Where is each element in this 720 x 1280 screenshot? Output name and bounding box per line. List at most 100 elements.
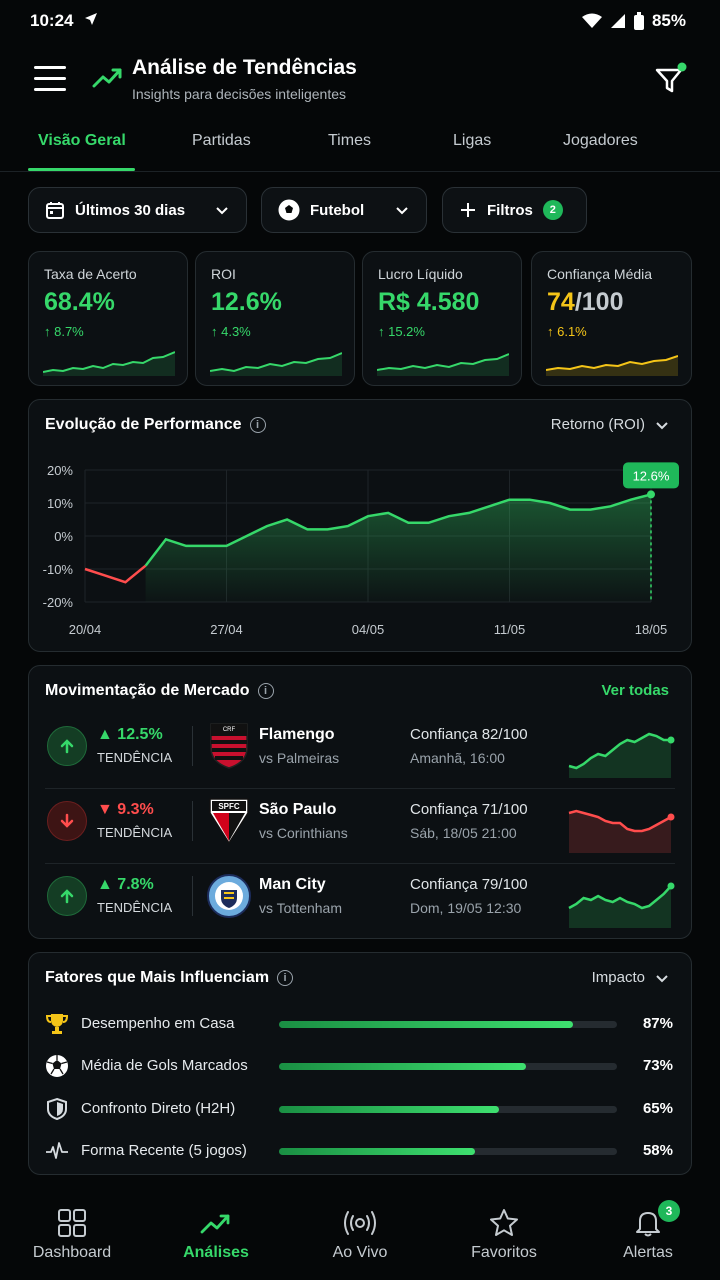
kpi-delta: ↑ 6.1% (547, 324, 587, 339)
info-icon[interactable]: i (249, 417, 266, 433)
shield-icon (47, 1097, 67, 1121)
status-time: 10:24 (30, 11, 74, 30)
kpi-delta: ↑ 4.3% (211, 324, 251, 339)
nav-ao-vivo[interactable]: Ao Vivo (300, 1190, 420, 1262)
info-icon[interactable]: i (257, 683, 274, 699)
kpi-value: 12.6% (211, 288, 282, 316)
nav-dashboard[interactable]: Dashboard (12, 1190, 132, 1262)
metric-select-value: Retorno (ROI) (550, 416, 645, 433)
nav-alertas[interactable]: Alertas 3 (588, 1190, 708, 1262)
kpi-label: ROI (211, 266, 236, 282)
factor-label: Desempenho em Casa (81, 1015, 235, 1032)
factor-bar-fill (279, 1021, 574, 1028)
kpi-card-confianca-media[interactable]: Confiança Média 74/100 ↑ 6.1% (531, 251, 692, 386)
flamengo-crest-icon: CRF (210, 723, 248, 769)
nav-analises[interactable]: Análises (156, 1190, 276, 1262)
tab-partidas[interactable]: Partidas (192, 132, 251, 149)
page-title: Análise de Tendências (132, 56, 357, 79)
confidence: Confiança 71/100 (410, 801, 528, 818)
metric-select[interactable]: Retorno (ROI) (551, 416, 669, 433)
nav-label: Favoritos (471, 1244, 537, 1261)
kpi-delta: ↑ 15.2% (378, 324, 425, 339)
factors-sort-select[interactable]: Impacto (592, 969, 669, 986)
soccer-ball-icon (278, 199, 300, 221)
tab-visao-geral[interactable]: Visão Geral (38, 132, 126, 149)
factor-row[interactable]: Confronto Direto (H2H) 65% (45, 1094, 685, 1124)
team-name: Flamengo (259, 726, 335, 743)
factor-percent: 65% (642, 1100, 673, 1117)
factor-bar-fill (279, 1148, 476, 1155)
kpi-card-lucro-liquido[interactable]: Lucro Líquido R$ 4.580 ↑ 15.2% (362, 251, 522, 386)
nav-label: Ao Vivo (332, 1244, 388, 1261)
soccer-ball-icon (46, 1055, 68, 1077)
tab-times[interactable]: Times (328, 132, 371, 149)
kpi-sparkline (546, 355, 678, 376)
y-tick-label: -20% (43, 595, 74, 610)
period-select[interactable]: Últimos 30 dias (28, 187, 247, 233)
market-card: Movimentação de Mercado i Ver todas ▲ 12… (28, 665, 692, 939)
sparkline-end-dot (667, 882, 675, 890)
y-tick-label: 10% (47, 496, 73, 511)
sparkline-line (568, 809, 672, 833)
info-icon[interactable]: i (277, 970, 294, 986)
factor-percent: 87% (642, 1015, 673, 1032)
active-tab-indicator (28, 168, 135, 171)
sport-select[interactable]: Futebol (261, 187, 427, 233)
triangle-up-icon: ▲ (97, 726, 113, 743)
filters-button[interactable]: Filtros 2 (442, 187, 587, 233)
x-tick-label: 20/04 (69, 622, 102, 637)
nav-favoritos[interactable]: Favoritos (444, 1190, 564, 1262)
menu-icon[interactable] (34, 66, 66, 92)
kpi-card-roi[interactable]: ROI 12.6% ↑ 4.3% (195, 251, 355, 386)
factors-sort-value: Impacto (591, 969, 645, 986)
sparkline-area (569, 734, 671, 778)
tab-jogadores[interactable]: Jogadores (563, 132, 638, 149)
market-row-flamengo[interactable]: ▲ 12.5% TENDÊNCIA CRF Flamengo vs Palmei… (45, 714, 675, 788)
market-sparkline (568, 732, 675, 778)
opponent: vs Corinthians (259, 825, 348, 841)
factor-row[interactable]: Média de Gols Marcados 73% (45, 1051, 685, 1081)
filter-button[interactable] (652, 62, 688, 98)
sparkline-line (568, 732, 671, 770)
opponent: vs Tottenham (259, 900, 343, 916)
tab-ligas[interactable]: Ligas (453, 132, 492, 149)
market-row-man-city[interactable]: ▲ 7.8% TENDÊNCIA Man City vs Tottenham C… (45, 864, 675, 938)
team-name: Man City (259, 876, 326, 893)
chevron-down-icon (216, 207, 228, 215)
sao-paulo-crest-icon: SPFC (209, 798, 249, 845)
market-sparkline (568, 809, 675, 853)
factors-title: Fatores que Mais Influenciam (45, 969, 270, 986)
market-row-sao-paulo[interactable]: ▼ 9.3% TENDÊNCIA SPFC São Paulo vs Corin… (45, 789, 675, 863)
see-all-link[interactable]: Ver todas (601, 682, 669, 699)
factor-bar-track (279, 1148, 617, 1155)
trending-up-icon (92, 68, 122, 88)
performance-line-negative (84, 564, 147, 584)
svg-text:CRF: CRF (223, 727, 236, 733)
market-title: Movimentação de Mercado (45, 682, 250, 699)
performance-area (145, 494, 651, 602)
market-sparkline (568, 882, 675, 928)
filters-label: Filtros (487, 201, 533, 219)
triangle-down-icon: ▼ (97, 801, 113, 818)
battery-level: 85% (651, 11, 686, 30)
kpi-card-taxa-acerto[interactable]: Taxa de Acerto 68.4% ↑ 8.7% (28, 251, 188, 386)
factors-card: Fatores que Mais Influenciam i Impacto D… (28, 952, 692, 1175)
factor-bar-fill (279, 1106, 499, 1113)
performance-title: Evolução de Performance (45, 416, 242, 433)
alerts-count-badge: 3 (658, 1200, 680, 1222)
app-header: Análise de Tendências Insights para deci… (0, 50, 720, 110)
current-value-label: 12.6% (633, 468, 670, 483)
kpi-sparkline (377, 353, 509, 376)
man-city-crest-icon (207, 874, 251, 918)
factor-label: Média de Gols Marcados (81, 1057, 248, 1074)
battery-icon (633, 12, 644, 30)
factor-bar-track (279, 1106, 617, 1113)
factor-row[interactable]: Desempenho em Casa 87% (45, 1009, 685, 1039)
factor-percent: 73% (642, 1057, 673, 1074)
trend-value: 9.3% (117, 801, 154, 818)
sparkline-area (569, 886, 671, 928)
team-name: São Paulo (259, 801, 337, 818)
factor-row[interactable]: Forma Recente (5 jogos) 58% (45, 1136, 685, 1166)
performance-line-chart[interactable]: 20% 10% 0% -10% -20% 20/04 27/04 04/05 11/05 18/… (29, 400, 693, 653)
confidence: Confiança 82/100 (410, 726, 528, 743)
